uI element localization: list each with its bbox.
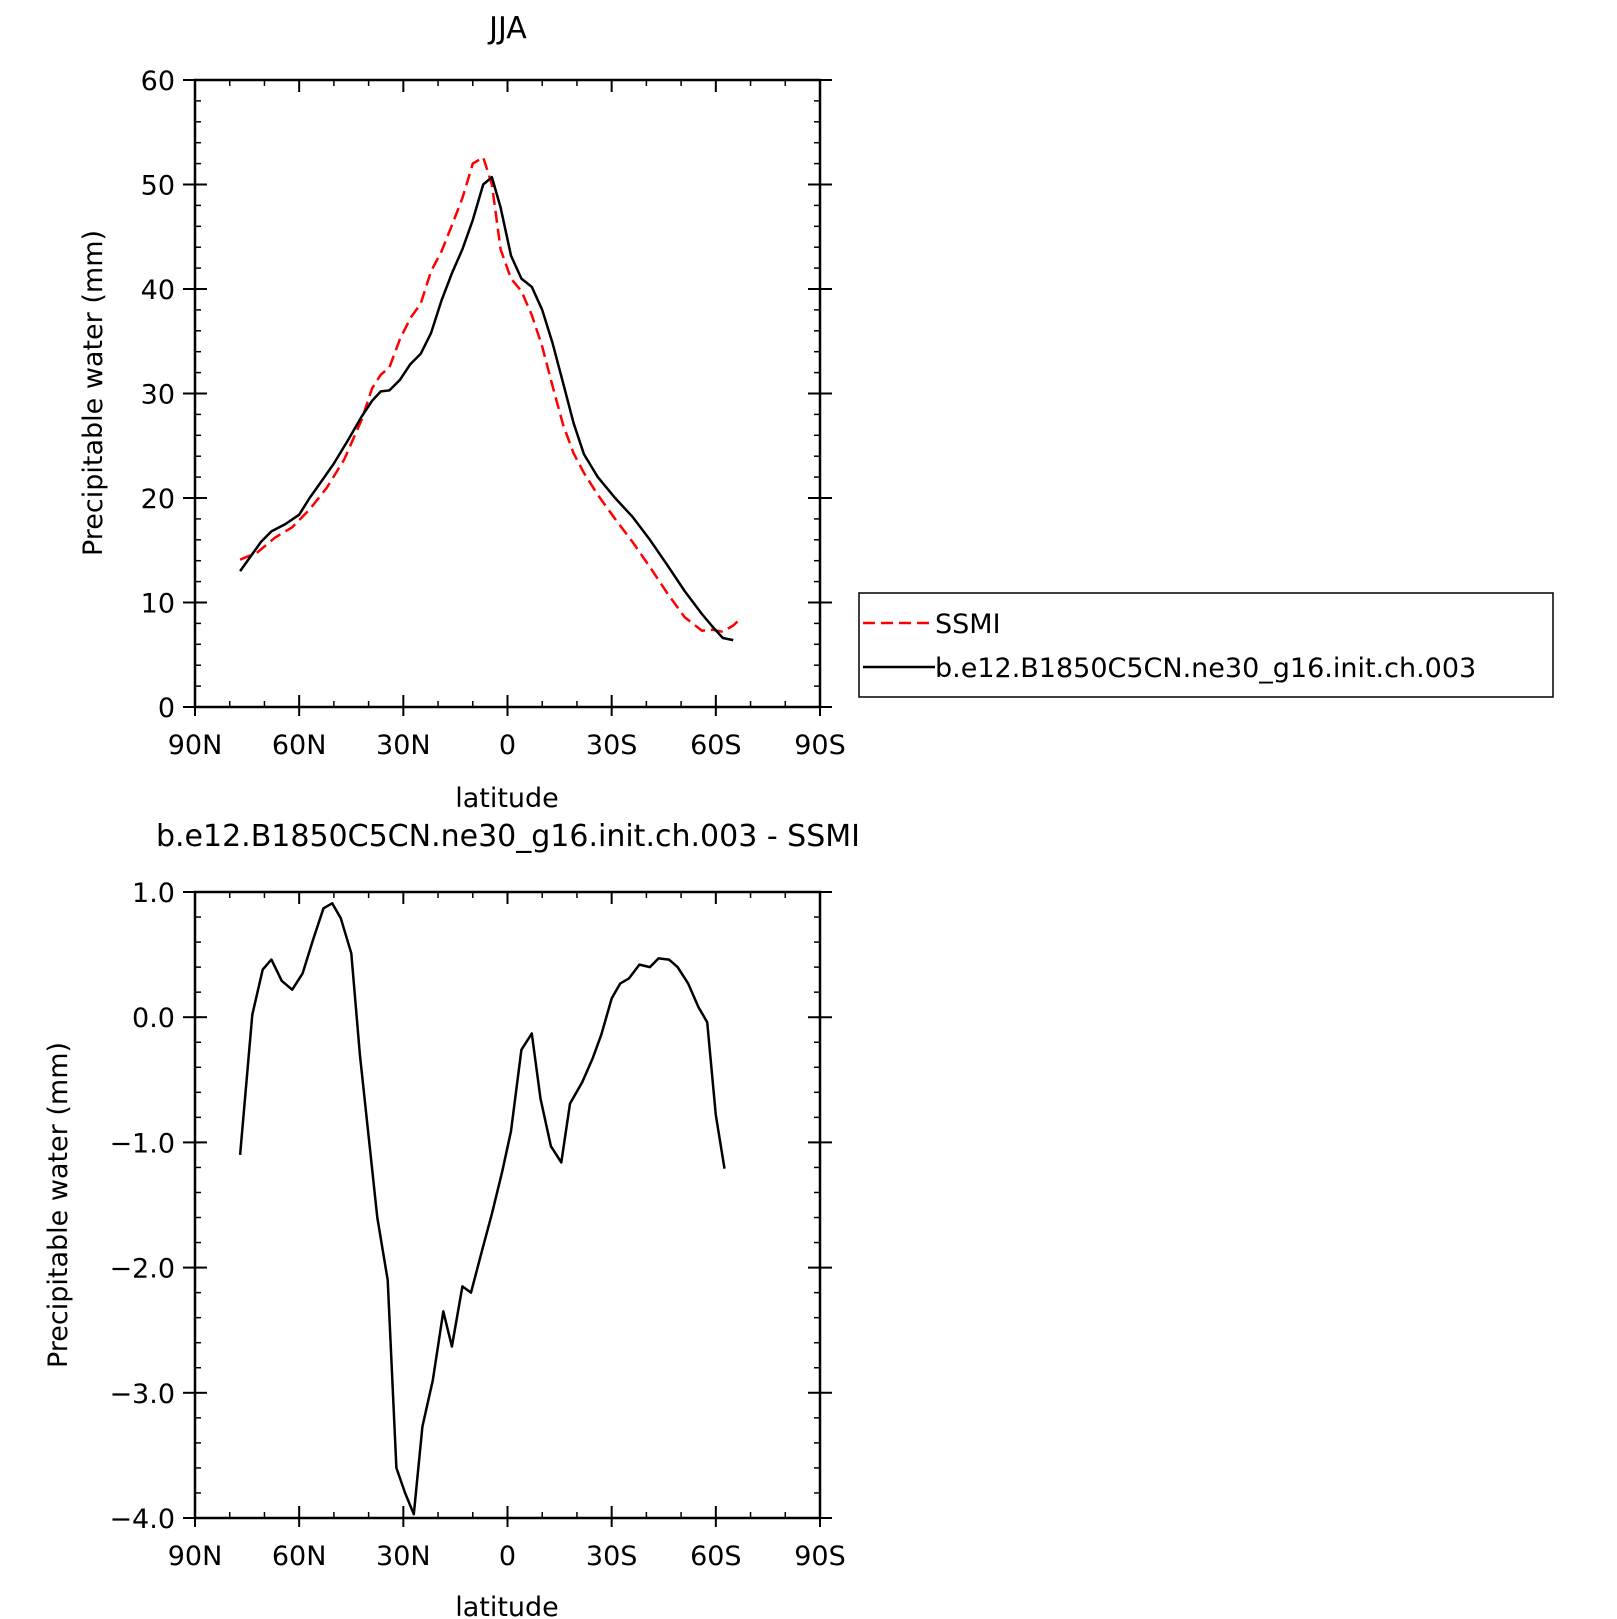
top-x-tick-label: 60N (272, 730, 327, 761)
legend-model-label: b.e12.B1850C5CN.ne30_g16.init.ch.003 (935, 653, 1476, 684)
bottom-x-tick-label: 60S (690, 1541, 742, 1572)
top-series-line-0 (239, 156, 741, 634)
top-x-tick-label: 90S (794, 730, 846, 761)
top-panel: JJA 90N 60N 30N 0 30S 60S 90S 0 10 20 30 40 50 60 Pre… (78, 11, 846, 814)
bottom-y-tick-label: −1.0 (109, 1128, 175, 1159)
bottom-title: b.e12.B1850C5CN.ne30_g16.init.ch.003 - S… (156, 819, 860, 854)
bottom-x-tick-label: 90S (794, 1541, 846, 1572)
top-y-tick-label: 20 (141, 484, 175, 515)
top-y-tick-label: 50 (141, 171, 175, 202)
bottom-x-tick-label: 30N (376, 1541, 431, 1572)
top-plot-frame (193, 78, 822, 709)
top-x-tick-label: 0 (499, 730, 516, 761)
bottom-panel: b.e12.B1850C5CN.ne30_g16.init.ch.003 - S… (43, 819, 860, 1619)
bottom-series (238, 902, 726, 1516)
top-y-tick-label: 60 (141, 66, 175, 97)
bottom-x-tick-label: 60N (272, 1541, 327, 1572)
top-x-axis-label: latitude (455, 783, 559, 814)
top-series-line-1 (239, 175, 734, 642)
top-gridticks: 90N 60N 30N 0 30S 60S 90S 0 10 20 30 40 50 60 (141, 66, 846, 761)
top-x-tick-label: 30N (376, 730, 431, 761)
bottom-x-axis-label: latitude (455, 1592, 559, 1619)
top-x-tick-label: 90N (168, 730, 223, 761)
legend: SSMI b.e12.B1850C5CN.ne30_g16.init.ch.00… (858, 592, 1554, 698)
top-x-tick-label: 60S (690, 730, 742, 761)
bottom-y-tick-label: −3.0 (109, 1379, 175, 1410)
top-y-tick-label: 10 (141, 589, 175, 620)
bottom-series-line-0 (238, 902, 726, 1516)
legend-box (858, 592, 1554, 698)
bottom-plot-frame (193, 890, 822, 1520)
legend-ssmi-label: SSMI (935, 609, 1001, 640)
bottom-y-tick-label: −4.0 (109, 1504, 175, 1535)
top-y-tick-label: 0 (158, 693, 175, 724)
bottom-y-tick-label: 0.0 (132, 1003, 175, 1034)
top-series (239, 156, 741, 642)
top-x-tick-label: 30S (586, 730, 638, 761)
top-y-tick-label: 40 (141, 275, 175, 306)
top-title: JJA (487, 11, 527, 46)
bottom-x-tick-label: 30S (586, 1541, 638, 1572)
bottom-x-tick-label: 90N (168, 1541, 223, 1572)
top-y-tick-label: 30 (141, 380, 175, 411)
bottom-gridticks: 90N 60N 30N 0 30S 60S 90S 1.0 0.0 −1.0 −2.0 −3.0 −4.… (109, 878, 845, 1572)
bottom-y-tick-label: −2.0 (109, 1254, 175, 1285)
top-y-axis-label: Precipitable water (mm) (78, 230, 109, 556)
bottom-y-axis-label: Precipitable water (mm) (43, 1042, 74, 1368)
bottom-y-tick-label: 1.0 (132, 878, 175, 909)
bottom-x-tick-label: 0 (499, 1541, 516, 1572)
